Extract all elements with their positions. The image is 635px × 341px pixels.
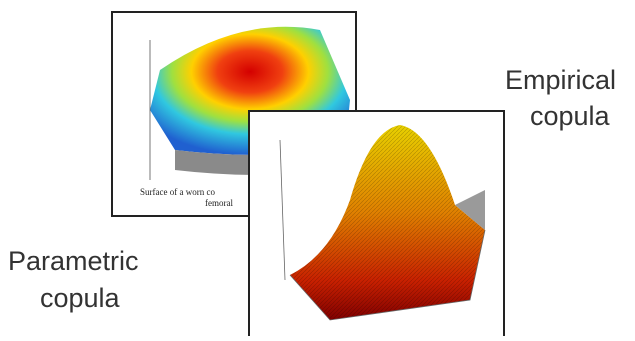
parametric-label: copula xyxy=(40,283,121,313)
caption-line-1: Surface of a worn co xyxy=(140,187,215,197)
empirical-label: copula xyxy=(530,101,611,131)
figure: Surface of a worn co femoral Empirical c… xyxy=(0,0,635,336)
parametric-label: Parametric xyxy=(8,246,139,276)
empirical-label: Empirical xyxy=(505,65,616,95)
front-image xyxy=(249,111,504,336)
page: Surface of a worn co femoral Empirical c… xyxy=(0,0,635,336)
caption-line-2: femoral xyxy=(205,198,233,208)
